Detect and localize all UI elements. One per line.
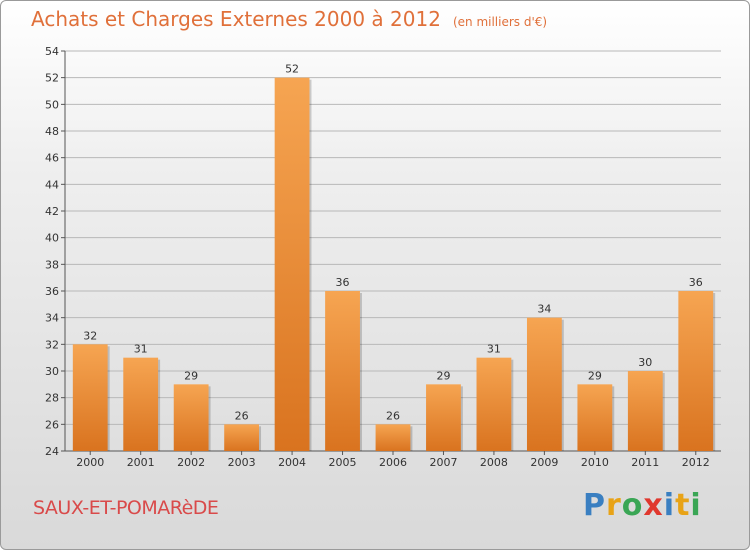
logo-letter: r: [606, 488, 622, 523]
labels: 24 26 28 30 32 34 36 38 40 42 44 46 48 50 52 54 32 2000 31…: [45, 45, 710, 469]
bar-2010: [577, 384, 613, 451]
data-label: 36: [336, 276, 350, 289]
y-tick-label: 52: [45, 72, 59, 85]
y-tick-label: 26: [45, 418, 59, 431]
x-tick-label: 2007: [429, 456, 457, 469]
x-tick-label: 2002: [177, 456, 205, 469]
bar-2000: [72, 344, 108, 451]
data-label: 31: [487, 343, 501, 356]
y-tick-label: 34: [45, 312, 59, 325]
bar-2012: [678, 291, 714, 451]
proxiti-logo: Proxiti: [583, 488, 702, 523]
logo-letter: i: [663, 488, 676, 523]
logo-letter: x: [643, 488, 664, 523]
x-tick-label: 2006: [379, 456, 407, 469]
x-tick-label: 2012: [682, 456, 710, 469]
logo-letter: P: [583, 488, 606, 523]
y-tick-label: 48: [45, 125, 59, 138]
y-tick-label: 44: [45, 178, 59, 191]
bar-2004: [274, 77, 310, 452]
bar-2007: [426, 384, 461, 451]
bar-2011: [627, 371, 663, 451]
bar-2006: [375, 424, 411, 451]
data-label: 32: [83, 329, 97, 342]
x-tick-label: 2005: [329, 456, 357, 469]
logo-letter: t: [675, 488, 691, 523]
chart-title: Achats et Charges Externes 2000 à 2012 (e…: [31, 7, 547, 31]
logo-letter: i: [690, 488, 702, 523]
y-tick-label: 40: [45, 232, 59, 245]
data-label: 26: [386, 409, 400, 422]
data-label: 29: [184, 369, 198, 382]
x-tick-label: 2008: [480, 456, 508, 469]
data-label: 36: [689, 276, 703, 289]
y-tick-label: 38: [45, 258, 59, 271]
x-tick-label: 2009: [530, 456, 558, 469]
grid: [65, 50, 721, 452]
y-tick-label: 28: [45, 392, 59, 405]
data-label: 34: [537, 303, 551, 316]
x-tick-label: 2001: [127, 456, 155, 469]
data-label: 31: [134, 343, 148, 356]
y-tick-label: 32: [45, 338, 59, 351]
y-tick-label: 54: [45, 45, 59, 58]
y-tick-label: 24: [45, 445, 59, 458]
y-tick-label: 42: [45, 205, 59, 218]
x-tick-label: 2000: [76, 456, 104, 469]
x-tick-label: 2010: [581, 456, 609, 469]
title-text: Achats et Charges Externes 2000 à 2012: [31, 7, 441, 31]
bar-2001: [123, 357, 159, 451]
data-label: 52: [285, 63, 299, 76]
data-label: 26: [235, 409, 249, 422]
data-label: 29: [436, 369, 450, 382]
data-label: 29: [588, 369, 602, 382]
title-unit: (en milliers d'€): [452, 15, 548, 29]
y-tick-label: 30: [45, 365, 59, 378]
bar-2003: [224, 424, 260, 451]
x-tick-label: 2004: [278, 456, 306, 469]
bar-2005: [325, 291, 360, 451]
logo-letter: o: [621, 488, 644, 523]
bar-2009: [526, 317, 562, 451]
x-tick-label: 2003: [228, 456, 256, 469]
y-tick-label: 36: [45, 285, 59, 298]
bar-2002: [173, 384, 209, 451]
bar-2008: [476, 357, 512, 451]
bars: [72, 77, 716, 452]
x-tick-label: 2011: [631, 456, 659, 469]
y-tick-label: 46: [45, 152, 59, 165]
commune-name: SAUX-ET-POMARèDE: [33, 497, 219, 519]
y-tick-label: 50: [45, 98, 59, 111]
data-label: 30: [638, 356, 652, 369]
